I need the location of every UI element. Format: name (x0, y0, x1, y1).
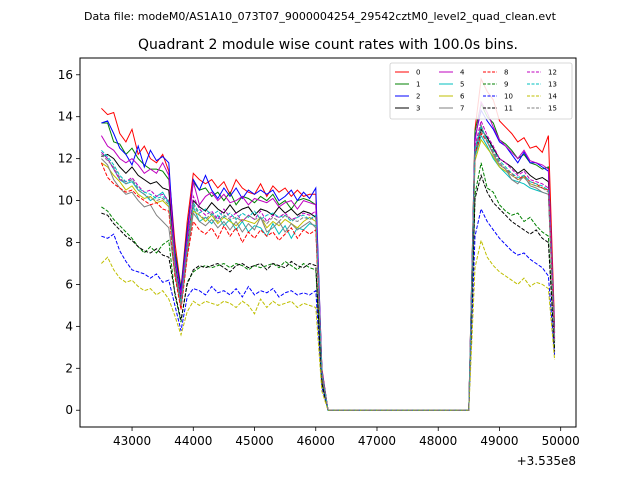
y-tick-label: 6 (65, 277, 73, 291)
legend-box (389, 62, 573, 120)
y-tick-label: 14 (58, 110, 73, 124)
y-tick-label: 2 (65, 361, 73, 375)
legend-label-5: 5 (460, 81, 464, 89)
x-offset-label: +3.535e8 (517, 454, 576, 468)
y-tick-label: 10 (58, 194, 73, 208)
legend-label-1: 1 (416, 81, 420, 89)
legend-label-8: 8 (504, 69, 508, 77)
x-tick-label: 45000 (235, 434, 273, 448)
y-tick-label: 12 (58, 152, 73, 166)
series-layer (100, 77, 556, 411)
x-tick-label: 50000 (542, 434, 580, 448)
legend-label-11: 11 (504, 105, 513, 113)
x-tick-label: 47000 (358, 434, 396, 448)
series-line-1 (101, 102, 556, 411)
series-line-9 (101, 162, 556, 411)
x-tick-label: 48000 (419, 434, 457, 448)
x-tick-label: 43000 (113, 434, 151, 448)
legend-label-10: 10 (504, 93, 513, 101)
x-tick-label: 46000 (297, 434, 335, 448)
legend-label-12: 12 (548, 69, 557, 77)
legend-label-13: 13 (548, 81, 557, 89)
y-tick-label: 0 (65, 403, 73, 417)
legend-label-15: 15 (548, 105, 557, 113)
chart-title: Quadrant 2 module wise count rates with … (138, 37, 518, 53)
series-line-15 (101, 130, 556, 411)
legend-label-7: 7 (460, 105, 464, 113)
x-tick-label: 44000 (174, 434, 212, 448)
legend-label-0: 0 (416, 69, 420, 77)
y-tick-label: 8 (65, 236, 73, 250)
series-line-14 (101, 238, 556, 411)
y-axis: 0 2 4 6 8 10 12 14 16 (58, 68, 80, 417)
series-line-10 (101, 207, 556, 411)
legend-label-4: 4 (460, 69, 465, 77)
legend-label-14: 14 (548, 93, 557, 101)
legend-label-2: 2 (416, 93, 420, 101)
y-tick-label: 16 (58, 68, 73, 82)
x-tick-label: 49000 (480, 434, 518, 448)
y-tick-label: 4 (65, 319, 73, 333)
x-axis: 43000 44000 45000 46000 47000 48000 49000 50000 (113, 427, 580, 448)
suptitle: Data file: modeM0/AS1A10_073T07_90000042… (84, 10, 557, 23)
legend-label-3: 3 (416, 105, 420, 113)
legend-label-9: 9 (504, 81, 508, 89)
legend-label-6: 6 (460, 93, 465, 101)
